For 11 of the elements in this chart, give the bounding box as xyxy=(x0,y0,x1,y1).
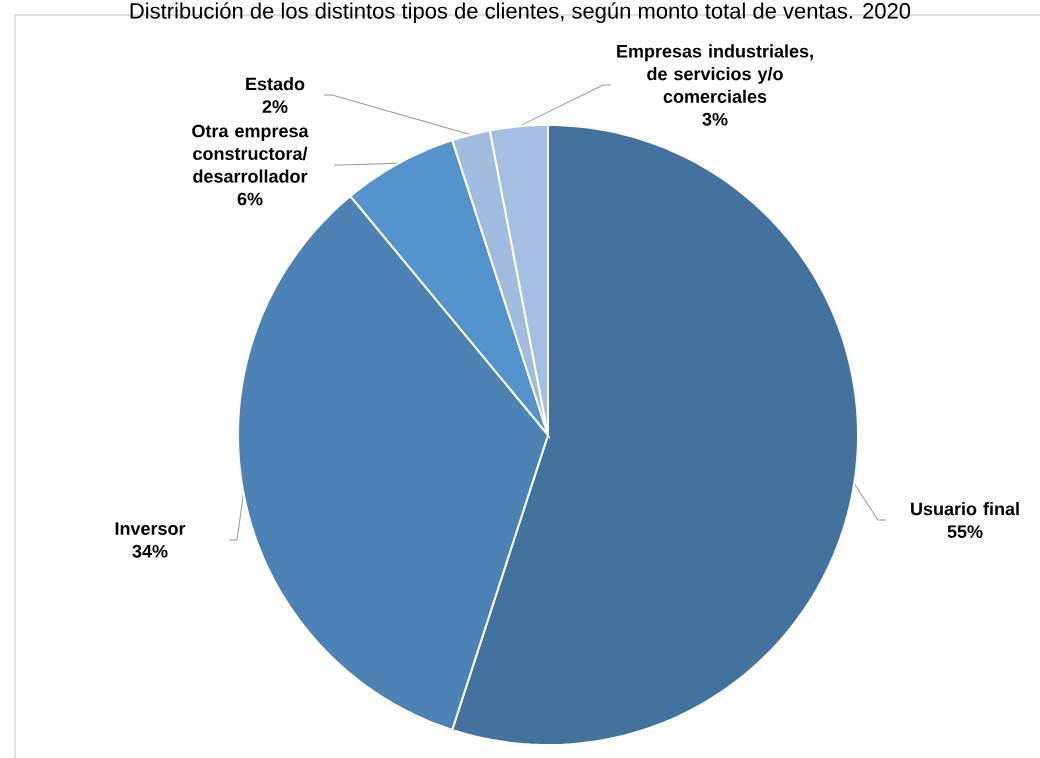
slice-label: Empresas industriales, de servicios y/o comerciales xyxy=(617,44,813,103)
data-label: 55% xyxy=(947,525,983,538)
data-label: 2% xyxy=(262,100,288,113)
slice-label: Inversor xyxy=(115,522,186,535)
slice-label: Estado xyxy=(246,77,305,91)
data-label: 6% xyxy=(237,192,263,206)
data-label: 3% xyxy=(702,112,728,126)
slice-label: Otra empresa constructora/ desarrollador xyxy=(192,124,309,183)
data-label: 34% xyxy=(132,544,168,558)
slice-label: Usuario final xyxy=(911,502,1019,516)
chart-title: Distribución de los distintos tipos de clientes, según monto total de ventas. 2020 xyxy=(130,2,911,24)
